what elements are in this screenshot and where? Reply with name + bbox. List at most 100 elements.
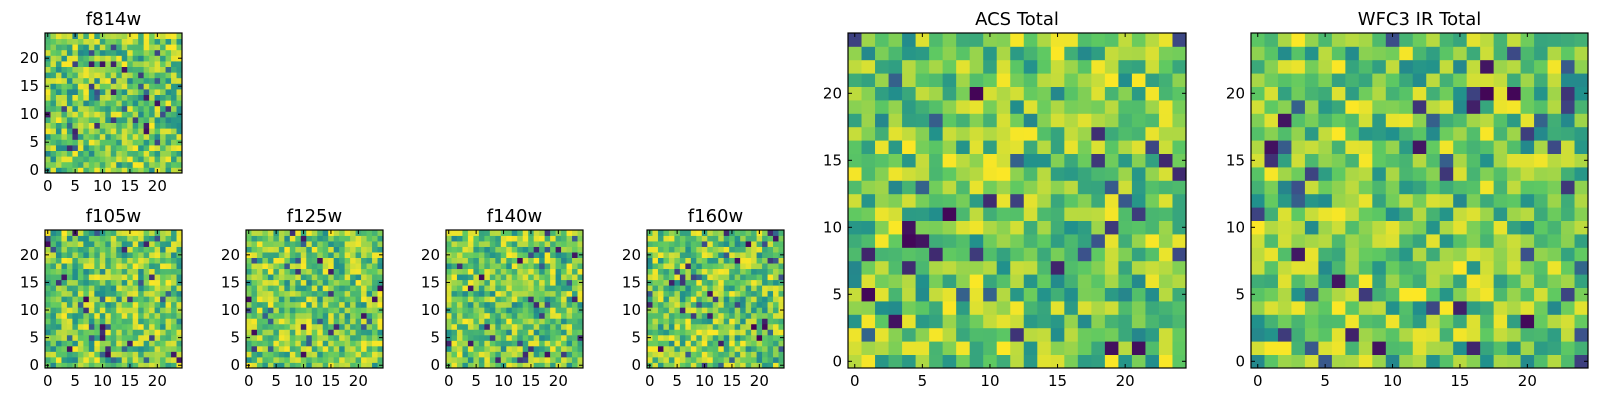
heatmap-cell [127, 145, 134, 151]
heatmap-cell [284, 235, 291, 242]
heatmap-cell [778, 356, 785, 363]
heatmap-cell [176, 285, 183, 292]
heatmap-cell [311, 263, 318, 270]
heatmap-cell [1520, 207, 1535, 221]
heatmap-cell [495, 235, 502, 242]
heatmap-cell [256, 290, 263, 297]
heatmap-cell [462, 290, 469, 297]
heatmap-cell [61, 77, 68, 84]
heatmap-cell [344, 246, 351, 253]
heatmap-cell [462, 230, 469, 236]
heatmap-cell [489, 312, 496, 319]
heatmap-cell [55, 301, 62, 308]
heatmap-cell [116, 72, 123, 79]
heatmap-cell [50, 89, 57, 95]
heatmap-cell [143, 241, 150, 247]
heatmap-cell [1399, 301, 1414, 315]
x-tick-label: 15 [120, 177, 139, 195]
heatmap-cell [446, 241, 452, 247]
heatmap-cell [45, 351, 51, 358]
heatmap-cell [1158, 354, 1173, 369]
heatmap-cell [127, 49, 134, 56]
heatmap-cell [456, 285, 463, 292]
heatmap-cell [1561, 126, 1575, 141]
heatmap-cell [372, 285, 378, 292]
heatmap-cell [154, 66, 161, 73]
heatmap-cell [478, 329, 485, 336]
heatmap-cell [550, 307, 556, 314]
heatmap-cell [366, 301, 373, 308]
heatmap-cell [707, 318, 714, 325]
heatmap-cell [1145, 100, 1160, 114]
heatmap-cell [902, 354, 916, 369]
heatmap-cell [344, 340, 351, 347]
heatmap-cell [511, 246, 518, 253]
heatmap-cell [762, 318, 768, 325]
heatmap-cell [1131, 33, 1146, 47]
heatmap-cell [121, 33, 128, 39]
heatmap-cell [61, 323, 68, 330]
heatmap-cell [50, 77, 57, 84]
heatmap-cell [456, 274, 463, 281]
heatmap-cell [284, 241, 291, 247]
heatmap-cell [734, 279, 741, 286]
heatmap-cell [289, 301, 296, 308]
heatmap-cell [171, 257, 177, 264]
heatmap-cell [1131, 354, 1146, 369]
heatmap-cell [756, 263, 763, 270]
heatmap-cell [256, 241, 263, 247]
heatmap-cell [149, 301, 155, 308]
heatmap-cell [1291, 260, 1306, 275]
heatmap-cell [273, 274, 280, 281]
heatmap-cell [566, 334, 573, 341]
heatmap-cell [132, 122, 139, 129]
heatmap-cell [171, 122, 177, 129]
heatmap-cell [778, 301, 785, 308]
heatmap-cell [1507, 287, 1521, 302]
heatmap-cell [344, 290, 351, 297]
heatmap-cell [45, 241, 51, 247]
heatmap-cell [138, 340, 145, 347]
y-tick-label: 15 [20, 77, 39, 95]
heatmap-cell [1412, 193, 1427, 208]
heatmap-cell [1010, 33, 1025, 47]
heatmap-cell [88, 296, 95, 303]
heatmap-cell [1358, 33, 1373, 47]
heatmap-cell [647, 340, 653, 347]
heatmap-cell [674, 268, 681, 275]
heatmap-cell [262, 334, 269, 341]
heatmap-cell [462, 318, 469, 325]
heatmap-cell [696, 329, 703, 336]
heatmap-cell [1064, 274, 1079, 288]
heatmap-cell [246, 345, 252, 352]
heatmap-cell [647, 246, 653, 253]
heatmap-cell [484, 340, 491, 347]
heatmap-cell [361, 362, 367, 369]
heatmap-cell [956, 220, 971, 235]
heatmap-cell [539, 351, 546, 358]
heatmap-cell [1439, 274, 1454, 288]
heatmap-cell [284, 230, 291, 236]
heatmap-cell [511, 351, 518, 358]
heatmap-cell [45, 122, 51, 129]
heatmap-cell [1372, 126, 1387, 141]
heatmap-cell [679, 296, 686, 303]
heatmap-cell [1077, 220, 1092, 235]
heatmap-cell [1372, 59, 1387, 74]
heatmap-cell [566, 340, 573, 347]
heatmap-cell [83, 312, 90, 319]
y-tick-label: 10 [20, 301, 39, 319]
heatmap-cell [127, 323, 134, 330]
heatmap-cell [355, 246, 362, 253]
heatmap-cell [262, 285, 269, 292]
heatmap-cell [61, 122, 68, 129]
heatmap-cell [1037, 113, 1052, 128]
heatmap-cell [149, 38, 155, 45]
heatmap-cell [278, 301, 285, 308]
heatmap-cell [350, 268, 356, 275]
heatmap-cell [289, 235, 296, 242]
heatmap-cell [1050, 167, 1065, 181]
heatmap-cell [284, 356, 291, 363]
heatmap-cell [506, 257, 513, 264]
heatmap-cell [132, 66, 139, 73]
